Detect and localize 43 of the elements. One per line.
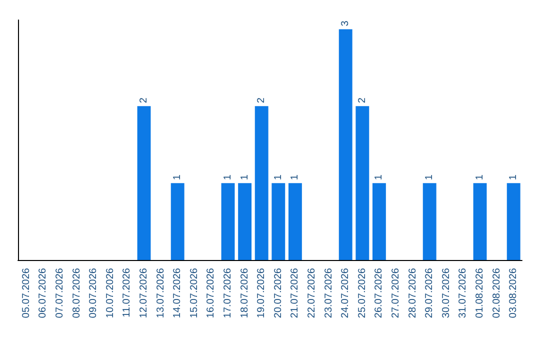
x-tick-label: 02.08.2026 (491, 268, 502, 318)
x-tick-label: 31.07.2026 (458, 268, 469, 318)
x-tick-label: 07.07.2026 (54, 268, 66, 318)
x-tick-label: 30.07.2026 (440, 268, 452, 318)
x-tick-label: 29.07.2026 (424, 268, 436, 318)
x-tick-label: 09.07.2026 (88, 268, 100, 318)
data-label: 1 (424, 174, 436, 180)
x-tick-label: 20.07.2026 (272, 268, 284, 318)
x-tick-label: 26.07.2026 (374, 268, 385, 318)
data-label: 1 (374, 174, 385, 180)
x-tick-label: 15.07.2026 (188, 268, 200, 318)
x-tick-label: 14.07.2026 (172, 268, 184, 318)
x-tick-label: 23.07.2026 (323, 268, 334, 318)
x-tick-label: 17.07.2026 (222, 268, 234, 318)
x-tick-label: 12.07.2026 (138, 268, 150, 318)
data-label: 1 (474, 174, 486, 180)
data-label: 1 (508, 174, 520, 180)
x-tick-label: 28.07.2026 (407, 268, 418, 318)
x-tick-label: 18.07.2026 (239, 268, 250, 318)
data-label: 3 (340, 20, 352, 26)
x-tick-label: 24.07.2026 (340, 268, 352, 318)
x-tick-label: 16.07.2026 (206, 268, 217, 318)
x-tick-label: 06.07.2026 (38, 268, 49, 318)
data-label: 2 (138, 97, 150, 104)
x-tick-label: 10.07.2026 (104, 268, 116, 318)
x-tick-label: 01.08.2026 (474, 268, 486, 318)
x-tick-label: 13.07.2026 (155, 268, 166, 318)
x-tick-label: 03.08.2026 (508, 268, 520, 318)
x-tick-label: 05.07.2026 (20, 268, 32, 318)
data-label: 2 (256, 97, 268, 104)
x-tick-label: 08.07.2026 (71, 268, 82, 318)
x-tick-label: 27.07.2026 (390, 268, 402, 318)
data-label: 1 (239, 174, 250, 180)
x-tick-label: 22.07.2026 (306, 268, 318, 318)
data-label: 1 (222, 174, 234, 180)
x-tick-label: 21.07.2026 (290, 268, 301, 318)
data-label: 1 (290, 174, 301, 180)
data-label: 1 (272, 174, 284, 180)
data-label: 1 (172, 174, 184, 180)
x-tick-label: 25.07.2026 (356, 268, 368, 318)
data-label: 2 (356, 97, 368, 104)
x-tick-label: 19.07.2026 (256, 268, 268, 318)
x-tick-label: 11.07.2026 (122, 268, 133, 318)
